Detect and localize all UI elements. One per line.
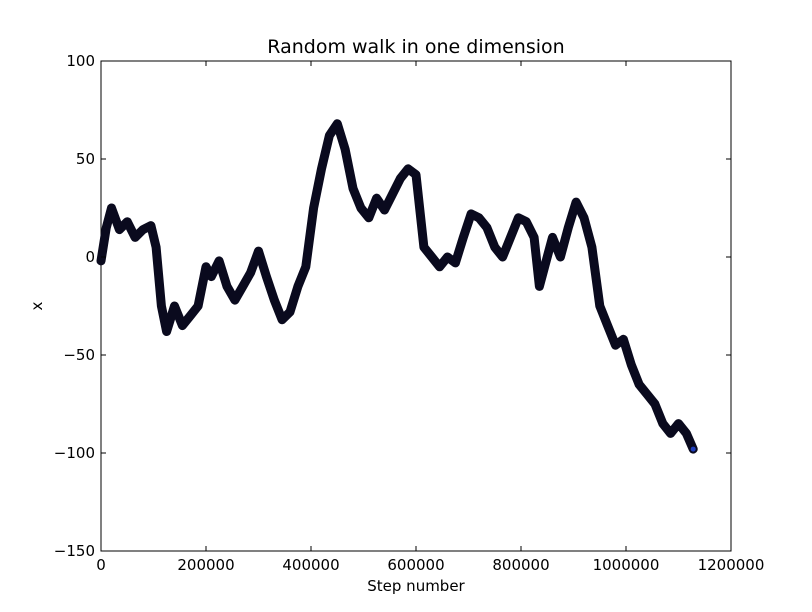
series-end-point — [690, 446, 696, 452]
y-axis-label: x — [28, 301, 46, 310]
ticks-layer: 0 200000 400000 600000 800000 1000000 1200000 −… — [54, 52, 765, 574]
series-line — [96, 119, 698, 454]
x-tick-label: 1000000 — [593, 556, 660, 574]
y-tick-label: 50 — [76, 150, 95, 168]
y-tick-label: 0 — [85, 248, 95, 266]
x-tick-label: 400000 — [282, 556, 339, 574]
y-tick-label: −150 — [54, 542, 95, 560]
y-tick-label: 100 — [66, 52, 95, 70]
y-tick-label: −50 — [63, 346, 95, 364]
x-axis-label: Step number — [367, 577, 465, 595]
x-tick-label: 800000 — [492, 556, 549, 574]
series-layer — [96, 119, 698, 454]
x-tick-label: 1200000 — [698, 556, 765, 574]
x-tick-label: 600000 — [387, 556, 444, 574]
chart-title: Random walk in one dimension — [267, 36, 564, 58]
y-tick-label: −100 — [54, 444, 95, 462]
x-tick-label: 0 — [96, 556, 106, 574]
x-tick-label: 200000 — [177, 556, 234, 574]
